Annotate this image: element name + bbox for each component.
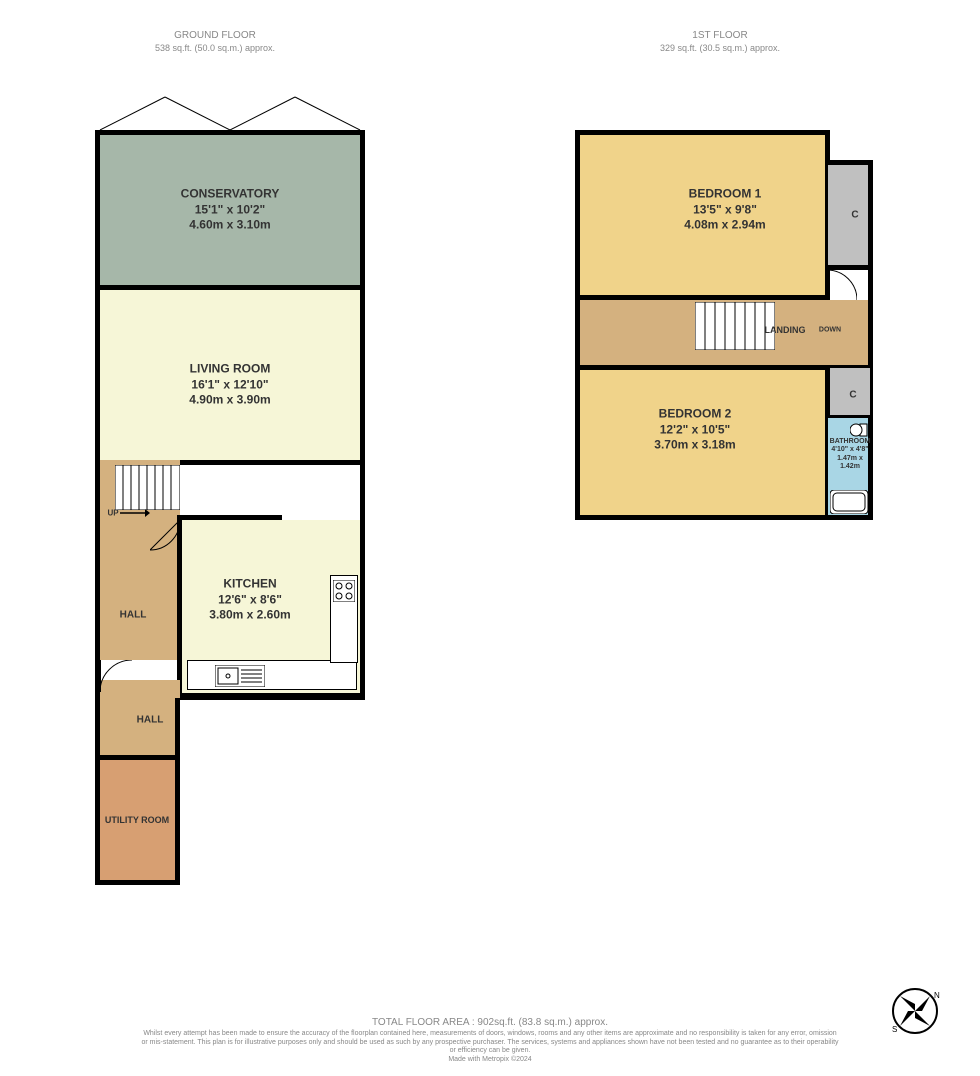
conservatory-ft: 15'1" x 10'2"	[181, 202, 280, 218]
footer: TOTAL FLOOR AREA : 902sq.ft. (83.8 sq.m.…	[140, 1017, 840, 1064]
wall	[95, 680, 100, 760]
bed2-name: BEDROOM 2	[654, 407, 735, 423]
kitchen-label: KITCHEN 12'6" x 8'6" 3.80m x 2.60m	[209, 577, 290, 624]
kitchen-m: 3.80m x 2.60m	[209, 608, 290, 624]
kitchen-name: KITCHEN	[209, 577, 290, 593]
first-floor-subtitle: 329 sq.ft. (30.5 sq.m.) approx.	[620, 43, 820, 53]
door-arc-icon	[150, 520, 185, 555]
conservatory-m: 4.60m x 3.10m	[181, 218, 280, 234]
kitchen-counter	[187, 660, 357, 690]
ground-floor-title: GROUND FLOOR	[115, 30, 315, 41]
bed2-ft: 12'2" x 10'5"	[654, 422, 735, 438]
bath-label: BATHROOM 4'10" x 4'8" 1.47m x 1.42m	[830, 438, 871, 472]
hall-upper-label: HALL	[120, 610, 147, 621]
living-m: 4.90m x 3.90m	[189, 393, 270, 409]
bath-ft: 4'10" x 4'8"	[831, 447, 868, 454]
stairs-first-icon	[695, 302, 775, 350]
conservatory-label: CONSERVATORY 15'1" x 10'2" 4.60m x 3.10m	[181, 187, 280, 234]
utility-label: UTILITY ROOM	[105, 815, 169, 825]
hob-icon	[333, 580, 355, 602]
ground-floor-plan: CONSERVATORY 15'1" x 10'2" 4.60m x 3.10m…	[95, 120, 365, 930]
ground-floor-subtitle: 538 sq.ft. (50.0 sq.m.) approx.	[115, 43, 315, 53]
door-arc-icon	[827, 270, 857, 300]
wall	[175, 698, 180, 758]
landing-label: LANDING	[765, 325, 806, 335]
hall-lower-label: HALL	[137, 715, 164, 726]
up-label: UP	[107, 509, 118, 518]
wall	[177, 515, 282, 520]
bath-icon	[830, 490, 868, 514]
wall	[177, 693, 365, 700]
up-arrow-icon	[120, 508, 150, 518]
toilet-icon	[850, 422, 868, 438]
stairs-ground-icon	[115, 465, 180, 510]
made-with: Made with Metropix ©2024	[140, 1056, 840, 1064]
bed1-m: 4.08m x 2.94m	[684, 218, 765, 234]
bed2-label: BEDROOM 2 12'2" x 10'5" 3.70m x 3.18m	[654, 407, 735, 454]
first-floor-title: 1ST FLOOR	[620, 30, 820, 41]
living-label: LIVING ROOM 16'1" x 12'10" 4.90m x 3.90m	[189, 362, 270, 409]
wall	[575, 295, 580, 370]
conservatory-name: CONSERVATORY	[181, 187, 280, 203]
svg-text:N: N	[934, 991, 940, 1000]
bed1-label: BEDROOM 1 13'5" x 9'8" 4.08m x 2.94m	[684, 187, 765, 234]
bed2-m: 3.70m x 3.18m	[654, 438, 735, 454]
living-ft: 16'1" x 12'10"	[189, 377, 270, 393]
room-closet1	[825, 160, 873, 270]
door-arc-icon	[100, 660, 132, 692]
sink-icon	[215, 665, 265, 687]
total-area: TOTAL FLOOR AREA : 902sq.ft. (83.8 sq.m.…	[140, 1017, 840, 1028]
kitchen-ft: 12'6" x 8'6"	[209, 592, 290, 608]
bed1-name: BEDROOM 1	[684, 187, 765, 203]
closet2-label: C	[849, 390, 856, 401]
closet1-label: C	[851, 210, 858, 221]
disclaimer: Whilst every attempt has been made to en…	[140, 1030, 840, 1055]
bed1-ft: 13'5" x 9'8"	[684, 202, 765, 218]
bath-name: BATHROOM	[830, 438, 871, 445]
compass-icon: N S	[890, 986, 940, 1036]
conservatory-roof-icon	[95, 95, 365, 130]
down-label: DOWN	[819, 327, 841, 334]
living-name: LIVING ROOM	[189, 362, 270, 378]
wall	[360, 460, 365, 700]
first-floor-plan: BEDROOM 1 13'5" x 9'8" 4.08m x 2.94m C L…	[575, 130, 875, 520]
bath-m: 1.47m x 1.42m	[837, 455, 863, 470]
svg-text:S: S	[892, 1025, 897, 1034]
